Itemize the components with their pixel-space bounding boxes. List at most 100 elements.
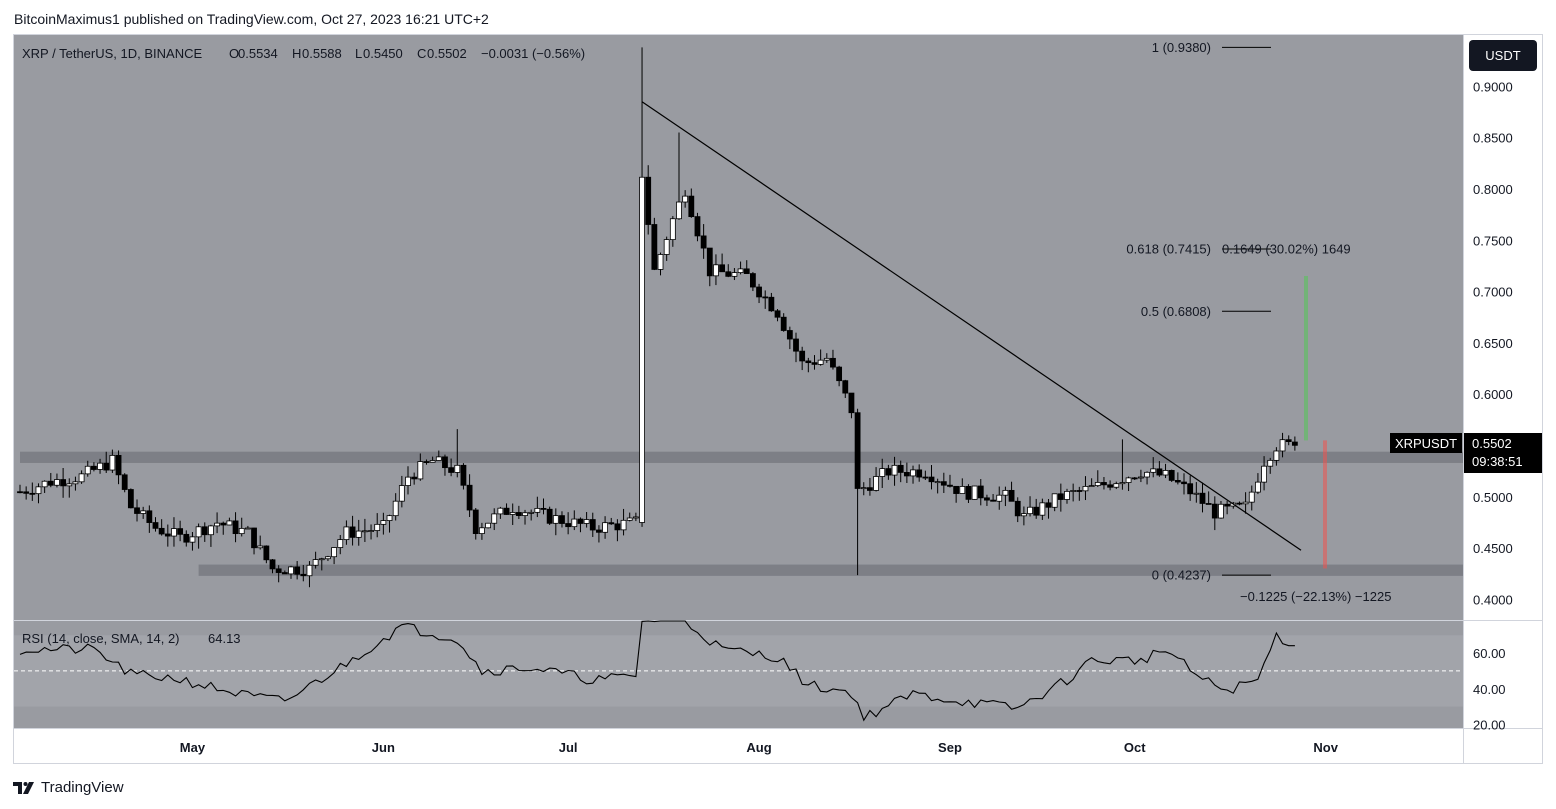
candle	[386, 514, 393, 533]
ohlc-readout: O 0.5534 H 0.5588 L 0.5450 C 0.5502 −0.0…	[229, 46, 585, 61]
candle-body	[528, 511, 535, 514]
candle	[1088, 478, 1095, 488]
candle	[411, 472, 418, 485]
candle	[934, 478, 941, 494]
candle	[515, 505, 522, 520]
candle	[565, 512, 572, 535]
price-tick-label: 0.7000	[1473, 285, 1513, 300]
candle	[1218, 501, 1224, 519]
candle-body	[337, 539, 344, 548]
candle-body	[1211, 503, 1218, 519]
candle	[146, 505, 153, 533]
candle-body	[134, 507, 140, 514]
candle	[189, 532, 196, 551]
candle	[903, 462, 910, 483]
candle-body	[965, 486, 972, 500]
candle-body	[306, 564, 313, 577]
candle-body	[60, 479, 67, 487]
candle	[848, 392, 855, 419]
candle	[1273, 447, 1280, 466]
candle-body	[158, 527, 165, 535]
price-tick-label: 0.7500	[1473, 233, 1513, 248]
candle-body	[663, 239, 670, 255]
candle-body	[1027, 506, 1033, 515]
change-value: −0.0031 (−0.56%)	[481, 46, 585, 61]
candle-body	[1138, 476, 1144, 479]
candle	[1008, 481, 1015, 502]
candle-body	[1273, 450, 1280, 461]
candle	[171, 517, 177, 547]
price-tick-label: 0.4500	[1473, 541, 1513, 556]
candle-body	[1236, 502, 1243, 505]
candle	[719, 253, 726, 273]
candle-body	[977, 485, 984, 499]
candle-body	[257, 545, 264, 549]
candle	[1020, 506, 1027, 526]
candle-body	[546, 508, 553, 524]
candle	[990, 494, 996, 502]
candle-body	[830, 357, 836, 368]
candle-body	[380, 520, 387, 525]
candle	[66, 478, 73, 498]
candle-body	[515, 512, 522, 516]
candle	[756, 283, 762, 304]
candle-body	[780, 316, 787, 331]
price-tick-label: 0.6000	[1473, 387, 1513, 402]
price-tick-label: 0.8500	[1473, 131, 1513, 146]
support-zone-2	[198, 564, 1464, 576]
candle-body	[774, 310, 781, 318]
tradingview-logo[interactable]: TradingView	[13, 779, 124, 796]
candle	[725, 264, 732, 278]
candle-body	[269, 559, 276, 570]
candle	[1002, 486, 1009, 507]
candle	[1193, 482, 1200, 503]
candle-body	[103, 462, 110, 471]
candle-body	[1267, 459, 1274, 467]
candle	[281, 570, 288, 575]
candle	[460, 463, 467, 490]
candle	[1144, 471, 1150, 485]
candle-body	[17, 491, 23, 494]
candle	[996, 486, 1003, 510]
candle-body	[1279, 439, 1286, 452]
candle	[602, 516, 608, 539]
candle	[645, 165, 652, 235]
candle-body	[1156, 468, 1163, 476]
candle-body	[201, 526, 208, 536]
candle-body	[891, 464, 898, 476]
candle	[984, 494, 990, 506]
candle	[263, 545, 270, 564]
candle-body	[947, 484, 953, 487]
currency-button[interactable]: USDT	[1469, 40, 1537, 71]
candle-body	[232, 520, 239, 535]
price-layer: 1 (0.9380) 0.618 (0.7415) 0.5 (0.6808) 0 (0…	[17, 40, 1464, 604]
candle	[657, 252, 664, 276]
rsi-title: RSI (14, close, SMA, 14, 2)	[22, 631, 180, 646]
candle	[1039, 498, 1046, 520]
candle-body	[867, 487, 873, 491]
candle	[1064, 488, 1070, 504]
candle	[632, 512, 639, 522]
candle-body	[460, 464, 467, 486]
candle-body	[1057, 493, 1064, 500]
descending-trendline	[641, 101, 1302, 551]
candle-body	[928, 476, 935, 483]
candle-body	[1002, 489, 1009, 496]
candle	[971, 485, 978, 500]
currency-button-label: USDT	[1485, 48, 1520, 63]
candle	[583, 512, 590, 528]
candle-body	[171, 528, 177, 537]
candle	[959, 478, 966, 494]
candle	[620, 508, 627, 536]
candle	[1033, 498, 1040, 519]
candle-body	[472, 509, 479, 534]
candle	[1248, 485, 1255, 511]
candle-body	[793, 338, 799, 352]
price-tick-label: 0.8000	[1473, 182, 1513, 197]
price-tag: XRPUSDT 0.5502 09:38:51	[1390, 433, 1542, 473]
price-tick-label: 0.5000	[1473, 490, 1513, 505]
support-zone-1	[20, 451, 1463, 463]
candle-body	[811, 362, 818, 365]
candle-body	[318, 558, 325, 561]
candle	[534, 496, 541, 518]
